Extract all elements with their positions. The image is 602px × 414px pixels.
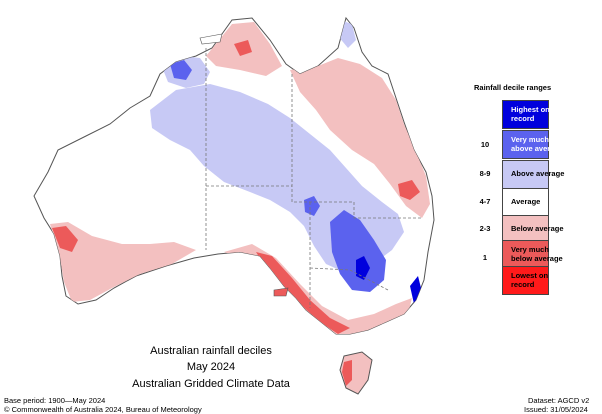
issued-date: Issued: 31/05/2024 — [524, 405, 588, 414]
region-very-much-below-average-nw — [234, 40, 252, 56]
region-very-much-below-average-qld — [398, 180, 420, 200]
base-period: Base period: 1900—May 2024 — [4, 396, 106, 405]
region-below-average-southwest — [50, 222, 196, 302]
legend-swatch-highest-on-record — [502, 100, 549, 129]
region-highest-on-record — [356, 256, 370, 280]
legend-label-above-average: Above average — [511, 169, 565, 178]
legend-label-highest-on-record: Highest on record — [511, 105, 550, 123]
map-title-line3: Australian Gridded Climate Data — [132, 378, 290, 390]
dataset: Dataset: AGCD v2 — [528, 396, 590, 405]
legend-decile-2-3: 2-3 — [479, 224, 491, 233]
region-very-much-below-average-sw — [52, 226, 78, 252]
border-nt-qld — [291, 74, 422, 219]
region-very-much-above-average-topend — [170, 60, 192, 80]
legend-decile-1: 1 — [482, 253, 488, 262]
legend-label-lowest-on-record: Lowest on record — [511, 271, 549, 289]
legend-title: Rainfall decile ranges — [474, 83, 552, 92]
copyright: © Commonwealth of Australia 2024, Bureau… — [4, 405, 202, 414]
legend-swatch-very-much-above-average — [502, 130, 549, 159]
legend-label-very-much-above-average: Very much above average — [511, 135, 564, 153]
legend-label-very-much-below-average: Very much below average — [511, 245, 563, 263]
border-nsw-vic — [309, 267, 389, 291]
mainland — [33, 16, 435, 335]
map-title-line2: May 2024 — [186, 361, 236, 373]
legend-label-average: Average — [511, 197, 541, 206]
region-highest-on-record-coast — [410, 276, 422, 304]
melville-island — [199, 33, 223, 45]
tasmania-west-red — [342, 360, 352, 386]
legend-decile-8-9: 8-9 — [479, 169, 491, 178]
region-below-average-east — [290, 58, 430, 218]
region-very-much-above-average-inland — [330, 210, 386, 292]
region-very-much-above-average-small — [304, 196, 320, 216]
state-borders — [205, 48, 422, 308]
map-title-line1: Australian rainfall deciles — [150, 345, 272, 357]
kangaroo-island — [273, 287, 289, 297]
legend-swatch-lowest-on-record — [502, 266, 549, 295]
region-very-much-below-average-south — [256, 252, 350, 334]
legend-label-below-average: Below average — [511, 224, 564, 233]
legend-decile-4-7: 4-7 — [479, 197, 491, 206]
legend-decile-10: 10 — [480, 140, 490, 149]
